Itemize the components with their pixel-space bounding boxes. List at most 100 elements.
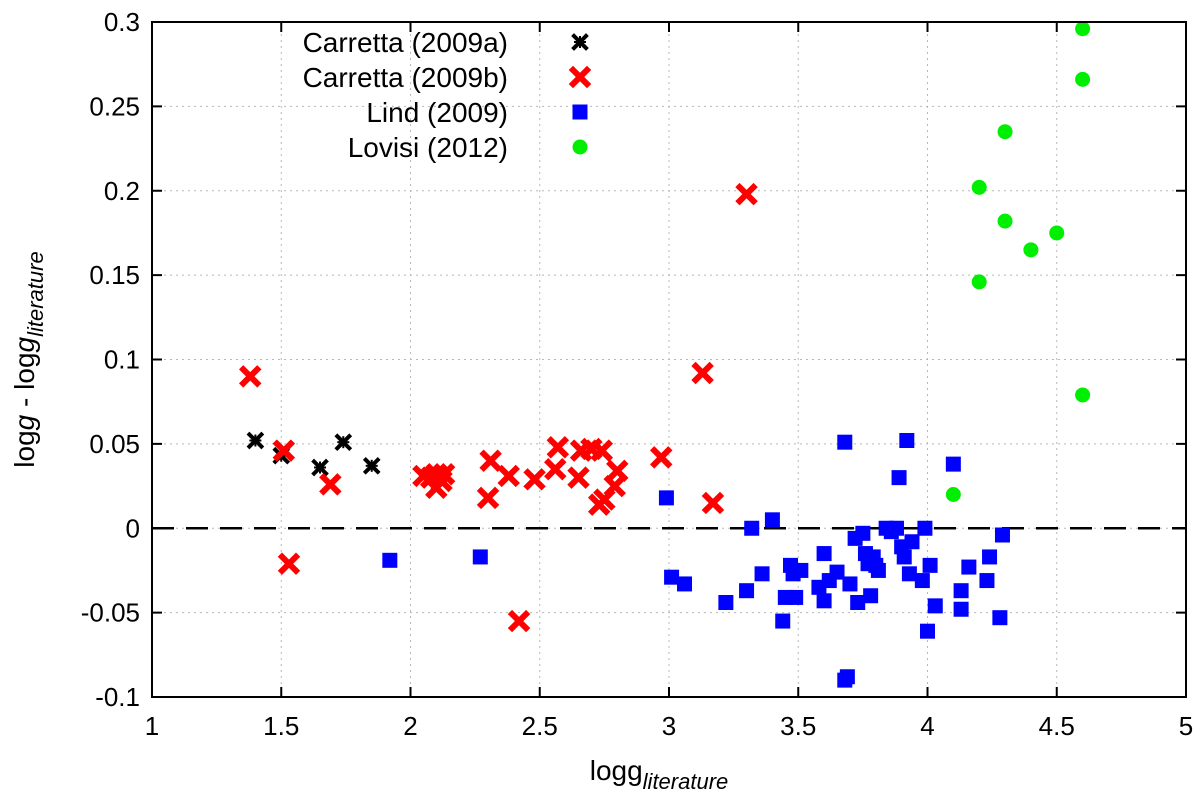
y-tick-label: 0.25 <box>89 91 140 121</box>
data-point-x-bold <box>691 361 714 385</box>
x-axis-label-main: logg <box>590 755 643 786</box>
data-point-square <box>829 564 845 580</box>
data-point-square <box>842 576 858 592</box>
data-point-x-bold <box>701 491 725 515</box>
y-tick-label: 0.2 <box>104 176 140 206</box>
x-tick-label: 5 <box>1179 711 1193 741</box>
legend-label: Carretta (2009a) <box>303 27 508 58</box>
x-axis-label: loggliterature <box>590 755 729 794</box>
data-point-square <box>982 549 998 565</box>
legend-marker <box>568 65 592 89</box>
data-point-square <box>744 520 760 536</box>
x-axis-label-sub: literature <box>643 769 729 794</box>
data-point-square <box>888 520 904 536</box>
y-axis-label-g-a: g <box>9 414 40 430</box>
data-point-square <box>664 569 680 585</box>
legend-label: Lind (2009) <box>366 97 508 128</box>
data-point-square <box>850 595 866 610</box>
data-point-square <box>896 549 912 565</box>
legend-marker <box>572 104 588 120</box>
data-point-square <box>927 598 943 614</box>
legend-marker <box>571 33 589 51</box>
data-point-x-bold <box>272 439 296 462</box>
axis-ticks: 1 1.5 2 2.5 3 3.5 4 4.5 5 -0.1 -0.05 0 0.05 0.1 0.15 0.… <box>81 7 1194 741</box>
data-point-square <box>775 613 791 629</box>
data-point-x-bold <box>590 439 614 462</box>
data-point-square <box>472 549 488 565</box>
data-point-circle <box>945 487 961 502</box>
data-point-x-bold <box>479 449 502 472</box>
data-point-square <box>992 610 1008 626</box>
data-point-x-bold <box>476 486 500 510</box>
data-point-square <box>837 434 853 450</box>
data-point-circle <box>971 274 987 290</box>
data-point-square <box>677 576 693 592</box>
data-point-square <box>793 562 809 578</box>
legend-label: Carretta (2009b) <box>303 62 508 93</box>
data-point-square <box>899 433 915 448</box>
data-point-square <box>953 583 969 599</box>
data-point-square <box>658 490 674 506</box>
x-tick-label: 4 <box>920 711 934 741</box>
y-axis-label-mid: - log <box>9 352 40 414</box>
data-point-circle <box>997 213 1013 229</box>
data-point-circle <box>971 179 987 195</box>
data-point-x-bold <box>523 468 546 491</box>
data-point-x <box>246 431 265 450</box>
data-point-square <box>994 527 1010 543</box>
data-point-square <box>754 566 770 582</box>
data-point-x-bold <box>735 182 758 206</box>
y-axis-label: logg - loggliterature <box>9 251 48 467</box>
data-point-circle <box>1075 21 1091 37</box>
y-tick-label: -0.1 <box>95 682 140 712</box>
data-point-square <box>788 589 804 605</box>
data-point-x-bold <box>507 609 531 633</box>
data-point-square <box>891 470 907 486</box>
data-point-x-bold <box>432 463 456 486</box>
data-point-x-bold <box>238 365 262 388</box>
x-tick-label: 4.5 <box>1039 711 1075 741</box>
x-tick-label: 1.5 <box>263 711 299 741</box>
data-points <box>238 21 1091 688</box>
data-point-circle <box>1023 242 1039 258</box>
data-point-square <box>979 573 995 589</box>
data-point-square <box>914 573 930 589</box>
data-point-square <box>870 562 886 578</box>
data-point-x-bold <box>606 459 629 483</box>
data-point-circle <box>1075 71 1091 87</box>
y-tick-label: -0.05 <box>81 598 140 628</box>
y-axis-label-sub: literature <box>23 251 48 337</box>
data-point-circle <box>997 124 1013 140</box>
x-tick-label: 2 <box>403 711 417 741</box>
data-point-square <box>917 520 933 536</box>
data-point-square <box>922 557 938 573</box>
data-point-x-bold <box>546 436 570 459</box>
legend-label: Lovisi (2012) <box>348 132 508 163</box>
data-point-square <box>839 669 855 685</box>
x-tick-label: 1 <box>145 711 159 741</box>
y-tick-label: 0.3 <box>104 7 140 37</box>
data-point-square <box>855 525 871 541</box>
grid <box>152 22 1186 697</box>
x-tick-label: 3 <box>662 711 676 741</box>
data-point-x-bold <box>319 473 342 496</box>
x-tick-label: 2.5 <box>522 711 558 741</box>
legend: Carretta (2009a) Carretta (2009b) Lind (20… <box>303 27 592 163</box>
data-point-x <box>311 458 329 477</box>
y-axis-label-log-a: log <box>9 430 40 467</box>
data-point-square <box>816 546 832 562</box>
y-tick-label: 0 <box>126 513 140 543</box>
y-axis-label-g-b: g <box>9 336 40 352</box>
data-point-square <box>764 512 780 528</box>
legend-marker <box>572 139 588 155</box>
data-point-square <box>901 566 917 582</box>
data-point-square <box>816 593 832 609</box>
data-point-x-bold <box>567 466 590 489</box>
data-point-square <box>945 456 961 472</box>
data-point-square <box>961 559 977 575</box>
data-point-x <box>334 433 353 452</box>
data-point-square <box>382 552 398 568</box>
data-point-circle <box>1075 387 1091 403</box>
y-tick-label: 0.05 <box>89 429 140 459</box>
